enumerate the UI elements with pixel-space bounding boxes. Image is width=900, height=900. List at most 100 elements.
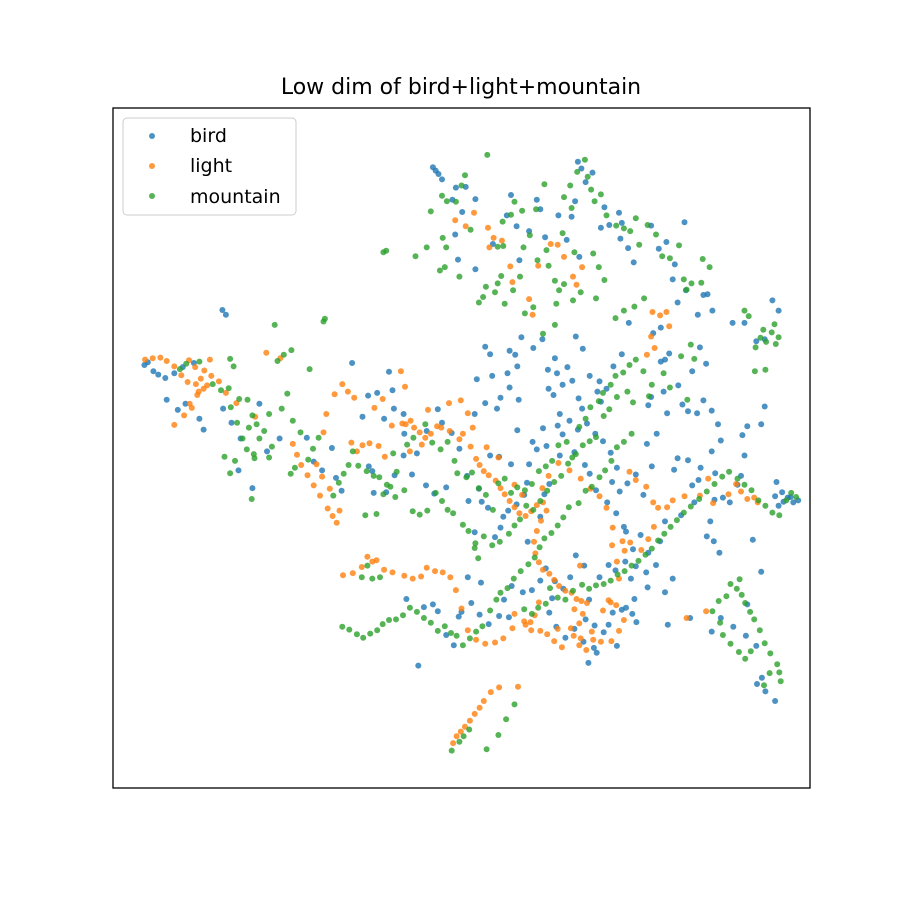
point-bird-155 xyxy=(497,524,504,531)
point-mountain-245 xyxy=(560,514,567,521)
point-mountain-133 xyxy=(768,329,775,336)
point-mountain-111 xyxy=(540,330,546,337)
point-bird-214 xyxy=(591,622,598,629)
point-light-58 xyxy=(464,410,471,417)
point-mountain-351 xyxy=(511,701,518,708)
point-mountain-159 xyxy=(551,479,558,485)
point-bird-186 xyxy=(465,498,472,504)
point-mountain-338 xyxy=(717,619,724,626)
point-bird-311 xyxy=(539,336,546,343)
point-bird-75 xyxy=(674,299,681,306)
point-bird-73 xyxy=(669,276,676,283)
point-mountain-284 xyxy=(547,585,553,592)
point-mountain-52 xyxy=(439,192,445,199)
point-light-220 xyxy=(663,309,670,315)
point-mountain-202 xyxy=(437,446,444,453)
point-bird-236 xyxy=(455,613,462,620)
point-light-23 xyxy=(222,389,229,396)
point-bird-137 xyxy=(603,385,610,392)
point-mountain-311 xyxy=(741,481,748,488)
point-mountain-228 xyxy=(607,381,614,388)
point-mountain-199 xyxy=(410,434,417,441)
point-light-59 xyxy=(469,424,476,431)
legend-label-light: light xyxy=(190,155,232,177)
point-mountain-151 xyxy=(606,406,613,413)
point-bird-294 xyxy=(546,481,553,487)
point-light-82 xyxy=(540,566,546,573)
point-light-216 xyxy=(526,296,533,303)
point-bird-10 xyxy=(163,396,170,403)
point-mountain-312 xyxy=(748,487,755,494)
point-mountain-20 xyxy=(274,358,281,364)
point-bird-13 xyxy=(196,415,203,422)
point-light-137 xyxy=(340,572,346,579)
point-mountain-170 xyxy=(472,540,479,547)
point-mountain-195 xyxy=(387,483,394,490)
point-light-225 xyxy=(643,351,650,358)
point-bird-98 xyxy=(679,401,686,408)
point-mountain-301 xyxy=(667,523,674,530)
point-light-202 xyxy=(381,453,388,460)
point-mountain-6 xyxy=(227,404,234,411)
point-bird-154 xyxy=(500,513,507,520)
point-mountain-241 xyxy=(588,483,595,490)
point-light-234 xyxy=(371,404,378,411)
point-mountain-347 xyxy=(448,747,455,754)
point-mountain-292 xyxy=(607,577,614,584)
point-bird-256 xyxy=(758,568,765,575)
point-light-43 xyxy=(331,391,338,398)
point-mountain-57 xyxy=(439,234,446,241)
point-mountain-251 xyxy=(525,561,532,568)
point-mountain-237 xyxy=(613,444,620,451)
point-light-74 xyxy=(533,502,540,509)
point-bird-250 xyxy=(742,632,749,639)
point-light-16 xyxy=(181,412,188,419)
point-mountain-316 xyxy=(776,512,783,519)
point-bird-314 xyxy=(559,381,566,388)
point-mountain-280 xyxy=(521,606,528,613)
point-mountain-306 xyxy=(703,488,710,495)
point-mountain-178 xyxy=(416,511,423,518)
point-mountain-27 xyxy=(234,419,241,426)
point-mountain-333 xyxy=(774,661,781,668)
point-bird-149 xyxy=(526,461,533,468)
point-light-93 xyxy=(576,620,583,627)
point-bird-23 xyxy=(303,434,310,441)
point-mountain-3 xyxy=(209,381,216,388)
point-bird-175 xyxy=(365,392,372,399)
point-bird-85 xyxy=(704,291,711,298)
point-mountain-187 xyxy=(349,448,356,455)
point-bird-125 xyxy=(773,479,780,485)
point-bird-118 xyxy=(744,423,751,430)
point-bird-197 xyxy=(586,470,593,477)
point-bird-206 xyxy=(627,575,634,582)
point-bird-172 xyxy=(386,368,392,375)
legend-marker-bird xyxy=(149,133,155,139)
point-bird-218 xyxy=(605,562,612,568)
point-mountain-96 xyxy=(688,280,695,287)
point-light-145 xyxy=(457,728,464,735)
point-bird-45 xyxy=(513,223,520,230)
point-bird-116 xyxy=(741,452,748,459)
point-mountain-354 xyxy=(364,562,371,569)
point-mountain-257 xyxy=(487,607,494,614)
point-mountain-314 xyxy=(762,502,769,509)
point-bird-33 xyxy=(439,176,445,183)
point-bird-287 xyxy=(562,634,569,641)
point-mountain-230 xyxy=(620,369,627,376)
point-light-72 xyxy=(522,513,529,519)
point-mountain-49 xyxy=(441,264,448,271)
point-light-196 xyxy=(483,444,490,451)
point-light-4 xyxy=(171,363,178,370)
point-light-117 xyxy=(492,639,498,646)
point-mountain-232 xyxy=(632,356,639,363)
point-mountain-64 xyxy=(508,211,514,218)
point-mountain-324 xyxy=(733,585,740,592)
point-bird-142 xyxy=(572,333,579,340)
point-bird-56 xyxy=(574,158,581,165)
chart-title: Low dim of bird+light+mountain xyxy=(281,75,641,100)
point-mountain-86 xyxy=(627,228,634,235)
point-mountain-220 xyxy=(555,442,562,449)
point-mountain-307 xyxy=(711,481,718,487)
point-light-140 xyxy=(480,698,487,704)
